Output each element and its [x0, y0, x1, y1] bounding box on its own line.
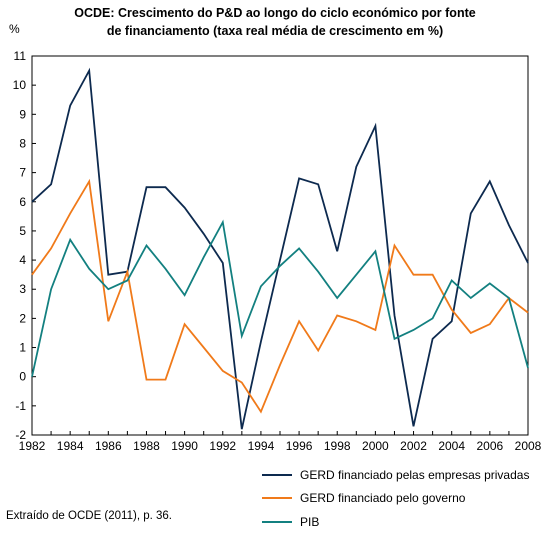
y-tick-label: -1: [15, 399, 26, 413]
x-tick-label: 2008: [515, 439, 542, 453]
y-tick-label: 1: [19, 341, 26, 355]
x-axis-ticks: 1982 1984 1986 1988 1990 1992 1994 1996 1998 2000…: [19, 431, 542, 453]
x-tick-label: 1990: [171, 439, 198, 453]
x-tick-label: 2006: [476, 439, 503, 453]
series-lines: [31, 67, 529, 430]
series-line-gerd-government: [31, 178, 529, 414]
x-tick-label: 1996: [286, 439, 313, 453]
y-tick-label: 0: [19, 370, 26, 384]
source-note: Extraído de OCDE (2011), p. 36.: [6, 510, 172, 522]
legend-label-government: GERD financiado pelo governo: [300, 491, 466, 506]
x-tick-label: 1982: [19, 439, 46, 453]
x-tick-label: 2000: [362, 439, 389, 453]
legend-item-private: GERD financiado pelas empresas privadas: [262, 463, 529, 487]
y-tick-label: 2: [19, 311, 26, 325]
y-tick-label: 3: [19, 282, 26, 296]
y-tick-label: 7: [19, 166, 26, 180]
y-tick-label: 11: [14, 49, 27, 63]
x-tick-label: 2004: [438, 439, 465, 453]
legend-label-gdp: PIB: [300, 514, 320, 529]
chart-title-line-2: de financiamento (taxa real média de cre…: [106, 24, 444, 38]
legend-swatch-government: [262, 497, 292, 500]
legend-swatch-gdp: [262, 520, 292, 523]
y-tick-label: 10: [13, 78, 27, 92]
x-tick-label: 1986: [95, 439, 122, 453]
legend: GERD financiado pelas empresas privadas …: [262, 463, 529, 534]
y-tick-label: 9: [19, 107, 26, 121]
x-tick-label: 1988: [133, 439, 160, 453]
y-tick-label: 6: [19, 195, 26, 209]
legend-item-government: GERD financiado pelo governo: [262, 487, 529, 511]
y-tick-label: -2: [15, 428, 26, 442]
legend-item-gdp: PIB: [262, 510, 529, 534]
y-tick-label: 4: [19, 253, 26, 267]
series-line-gdp: [31, 219, 529, 377]
x-tick-label: 1998: [324, 439, 351, 453]
series-line-gerd-private: [31, 67, 529, 430]
legend-label-private: GERD financiado pelas empresas privadas: [300, 467, 530, 482]
y-tick-label: 8: [19, 136, 26, 150]
x-tick-label: 2002: [400, 439, 427, 453]
x-tick-label: 1984: [57, 439, 84, 453]
y-axis-unit-label: %: [9, 22, 20, 36]
chart-title: OCDE: Crescimento do P&D ao longo do cic…: [0, 4, 550, 40]
y-axis-ticks: -2 -1 0 1 2 3 4 5 6 7 8 9 10 11: [13, 49, 36, 442]
chart-title-line-1: OCDE: Crescimento do P&D ao longo do cic…: [74, 6, 476, 20]
y-tick-label: 5: [19, 224, 26, 238]
legend-swatch-private: [262, 473, 292, 476]
x-tick-label: 1994: [248, 439, 275, 453]
x-tick-label: 1992: [209, 439, 236, 453]
